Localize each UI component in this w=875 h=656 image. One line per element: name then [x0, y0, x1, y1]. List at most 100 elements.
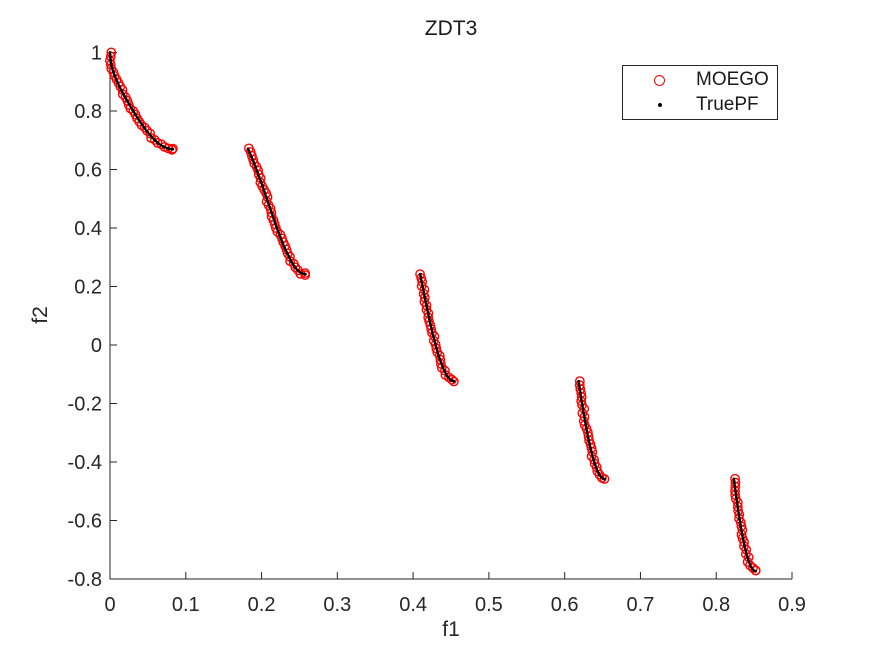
truepf-marker [452, 379, 456, 383]
x-tick-label: 0 [104, 594, 115, 616]
truepf-marker [577, 382, 581, 385]
truepf-marker [746, 558, 750, 562]
truepf-marker [581, 404, 584, 408]
truepf-marker [422, 293, 426, 296]
truepf-marker [426, 313, 430, 317]
truepf-marker [577, 379, 581, 383]
truepf-marker [580, 402, 584, 406]
truepf-marker [250, 155, 254, 159]
truepf-marker [281, 242, 285, 246]
truepf-marker [252, 162, 256, 166]
truepf-marker [587, 441, 591, 444]
truepf-marker [259, 179, 263, 183]
y-axis-label: f2 [29, 306, 52, 324]
moego-marker [599, 474, 610, 484]
truepf-marker [579, 395, 583, 399]
truepf-marker [425, 304, 428, 308]
truepf-marker [746, 556, 750, 560]
x-tick-label: 0.7 [627, 594, 655, 616]
truepf-marker [593, 463, 597, 467]
truepf-marker [586, 434, 590, 438]
truepf-marker [423, 295, 427, 299]
truepf-marker [303, 272, 307, 276]
truepf-marker [421, 286, 425, 290]
truepf-marker [114, 77, 118, 81]
truepf-marker [282, 244, 286, 248]
truepf-marker [732, 477, 736, 481]
truepf-marker [742, 543, 746, 547]
truepf-marker [434, 344, 438, 348]
truepf-marker [590, 452, 594, 456]
moego-marker [748, 563, 758, 573]
truepf-marker [737, 516, 741, 519]
truepf-marker [171, 147, 175, 151]
truepf-marker [741, 534, 744, 538]
truepf-marker [161, 145, 165, 148]
truepf-marker [587, 438, 591, 442]
truepf-marker [266, 199, 269, 202]
truepf-marker [276, 229, 280, 233]
truepf-marker [584, 425, 588, 429]
truepf-marker [441, 366, 445, 370]
x-tick-label: 0.3 [323, 594, 351, 616]
truepf-marker [588, 443, 592, 447]
truepf-marker [257, 175, 261, 178]
truepf-marker [108, 55, 112, 59]
moego-marker [117, 89, 128, 100]
truepf-marker [271, 214, 275, 218]
truepf-marker [584, 423, 588, 426]
truepf-marker [269, 209, 273, 213]
truepf-marker [435, 346, 438, 350]
truepf-marker [273, 220, 277, 224]
truepf-marker [588, 445, 592, 449]
truepf-marker [579, 393, 583, 397]
truepf-marker [271, 216, 275, 220]
axes-lines [109, 52, 792, 580]
truepf-marker [427, 315, 431, 319]
truepf-marker [111, 69, 115, 72]
legend: MOEGO TruePF [622, 65, 778, 120]
moego-marker [750, 565, 761, 576]
truepf-marker [247, 149, 251, 153]
truepf-marker [736, 507, 740, 510]
truepf-marker [745, 554, 749, 558]
legend-label-truepf: TruePF [696, 94, 759, 115]
truepf-marker [163, 145, 167, 149]
truepf-marker [747, 561, 751, 564]
truepf-marker [261, 185, 265, 189]
truepf-marker [439, 359, 443, 363]
y-tick-label: -0.6 [68, 511, 102, 533]
truepf-marker [258, 177, 262, 181]
truepf-marker [246, 147, 250, 151]
truepf-marker [582, 414, 586, 417]
truepf-marker [108, 51, 112, 54]
truepf-marker [440, 362, 443, 365]
truepf-marker [420, 281, 424, 285]
x-tick-label: 0.2 [248, 594, 276, 616]
truepf-marker [431, 331, 434, 335]
truepf-marker [436, 351, 440, 355]
truepf-marker [589, 447, 593, 451]
truepf-marker [266, 201, 270, 205]
truepf-marker [424, 302, 428, 305]
y-tick-label: -0.4 [68, 452, 102, 474]
dot-icon [657, 103, 662, 107]
truepf-marker [433, 342, 437, 346]
truepf-marker [734, 495, 738, 499]
truepf-marker [581, 409, 585, 413]
truepf-marker [744, 550, 748, 553]
truepf-marker [430, 329, 434, 332]
truepf-marker [737, 513, 741, 517]
truepf-marker [583, 416, 586, 420]
truepf-marker [432, 337, 436, 341]
truepf-marker [279, 235, 282, 239]
truepf-marker [578, 386, 582, 390]
y-tick-label: 0.2 [74, 277, 102, 299]
open-circle-icon [654, 74, 665, 86]
truepf-marker [440, 364, 444, 368]
truepf-marker [263, 192, 267, 196]
truepf-marker [596, 469, 600, 473]
y-tick-label: -0.2 [68, 394, 102, 416]
truepf-marker [737, 511, 741, 515]
